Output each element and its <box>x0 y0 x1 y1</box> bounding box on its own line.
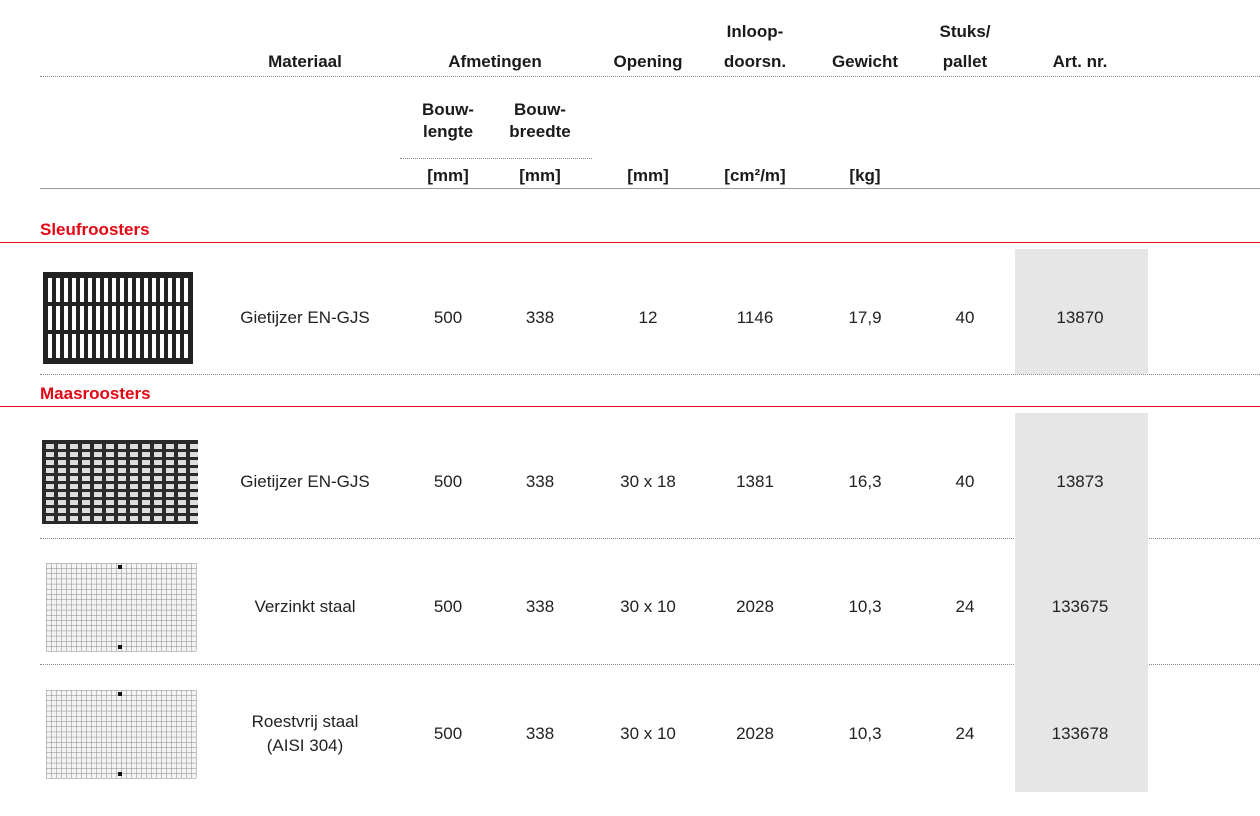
column-header: pallet <box>942 52 988 71</box>
unit-label: [mm] <box>627 166 669 185</box>
material-cell: Gietijzer EN-GJS <box>240 307 370 327</box>
column-header: Opening <box>613 52 683 71</box>
cell: 2028 <box>736 597 774 616</box>
column-header: doorsn. <box>723 52 787 71</box>
column-header: Stuks/ <box>939 22 991 41</box>
unit-label: [kg] <box>849 166 881 185</box>
cell: 12 <box>638 307 658 327</box>
cell: 338 <box>525 724 555 743</box>
cell: 30 x 18 <box>620 471 676 491</box>
highlight-cell <box>1015 249 1148 374</box>
sub-header-divider <box>400 158 592 159</box>
cell: 1381 <box>736 471 774 491</box>
column-header: Materiaal <box>268 52 342 71</box>
column-header: Inloop- <box>726 22 784 41</box>
cell: 500 <box>433 724 463 743</box>
section-title: Sleufroosters <box>40 220 150 239</box>
cell: 16,3 <box>848 471 882 491</box>
cell: 338 <box>525 471 555 491</box>
cell: 500 <box>433 471 463 491</box>
sub-column-header: Bouw- <box>514 100 566 119</box>
material-cell: Roestvrij staal <box>251 712 359 731</box>
cell: 500 <box>433 597 463 616</box>
cell: 17,9 <box>848 307 882 327</box>
sub-column-header: breedte <box>509 122 571 141</box>
row-divider <box>40 374 1260 375</box>
sub-column-header: Bouw- <box>422 100 474 119</box>
column-header: Afmetingen <box>448 52 542 71</box>
cell: 2028 <box>736 724 774 743</box>
grate-image <box>46 563 197 652</box>
material-cell: Gietijzer EN-GJS <box>240 471 370 491</box>
column-header: Gewicht <box>831 52 899 71</box>
section-line <box>0 242 1260 243</box>
cell: 10,3 <box>848 724 882 743</box>
cell: 133678 <box>1051 724 1109 743</box>
grate-image <box>43 271 193 364</box>
unit-label: [cm²/m] <box>724 166 786 185</box>
cell: 40 <box>955 471 975 491</box>
sub-column-header: lengte <box>422 122 474 141</box>
material-cell: (AISI 304) <box>266 736 344 755</box>
grate-image <box>46 690 197 779</box>
header-divider <box>40 76 1260 77</box>
cell: 133675 <box>1051 597 1109 616</box>
cell: 40 <box>955 307 975 327</box>
highlight-cell <box>1015 664 1148 792</box>
material-cell: Verzinkt staal <box>254 597 356 616</box>
row-divider <box>40 664 1260 665</box>
cell: 13873 <box>1056 471 1104 491</box>
cell: 338 <box>525 597 555 616</box>
cell: 338 <box>525 307 555 327</box>
cell: 30 x 10 <box>620 724 676 743</box>
header-bottom-line <box>40 188 1260 189</box>
row-divider <box>40 538 1260 539</box>
highlight-cell <box>1015 413 1148 538</box>
section-line <box>0 406 1260 407</box>
grate-image <box>42 439 198 524</box>
unit-label: [mm] <box>427 166 469 185</box>
highlight-cell <box>1015 538 1148 664</box>
cell: 10,3 <box>848 597 882 616</box>
cell: 24 <box>955 597 975 616</box>
cell: 13870 <box>1056 307 1104 327</box>
cell: 500 <box>433 307 463 327</box>
cell: 24 <box>955 724 975 743</box>
column-header: Art. nr. <box>1052 52 1108 71</box>
cell: 1146 <box>736 307 774 327</box>
section-title: Maasroosters <box>40 384 151 403</box>
unit-label: [mm] <box>519 166 561 185</box>
cell: 30 x 10 <box>620 597 676 616</box>
